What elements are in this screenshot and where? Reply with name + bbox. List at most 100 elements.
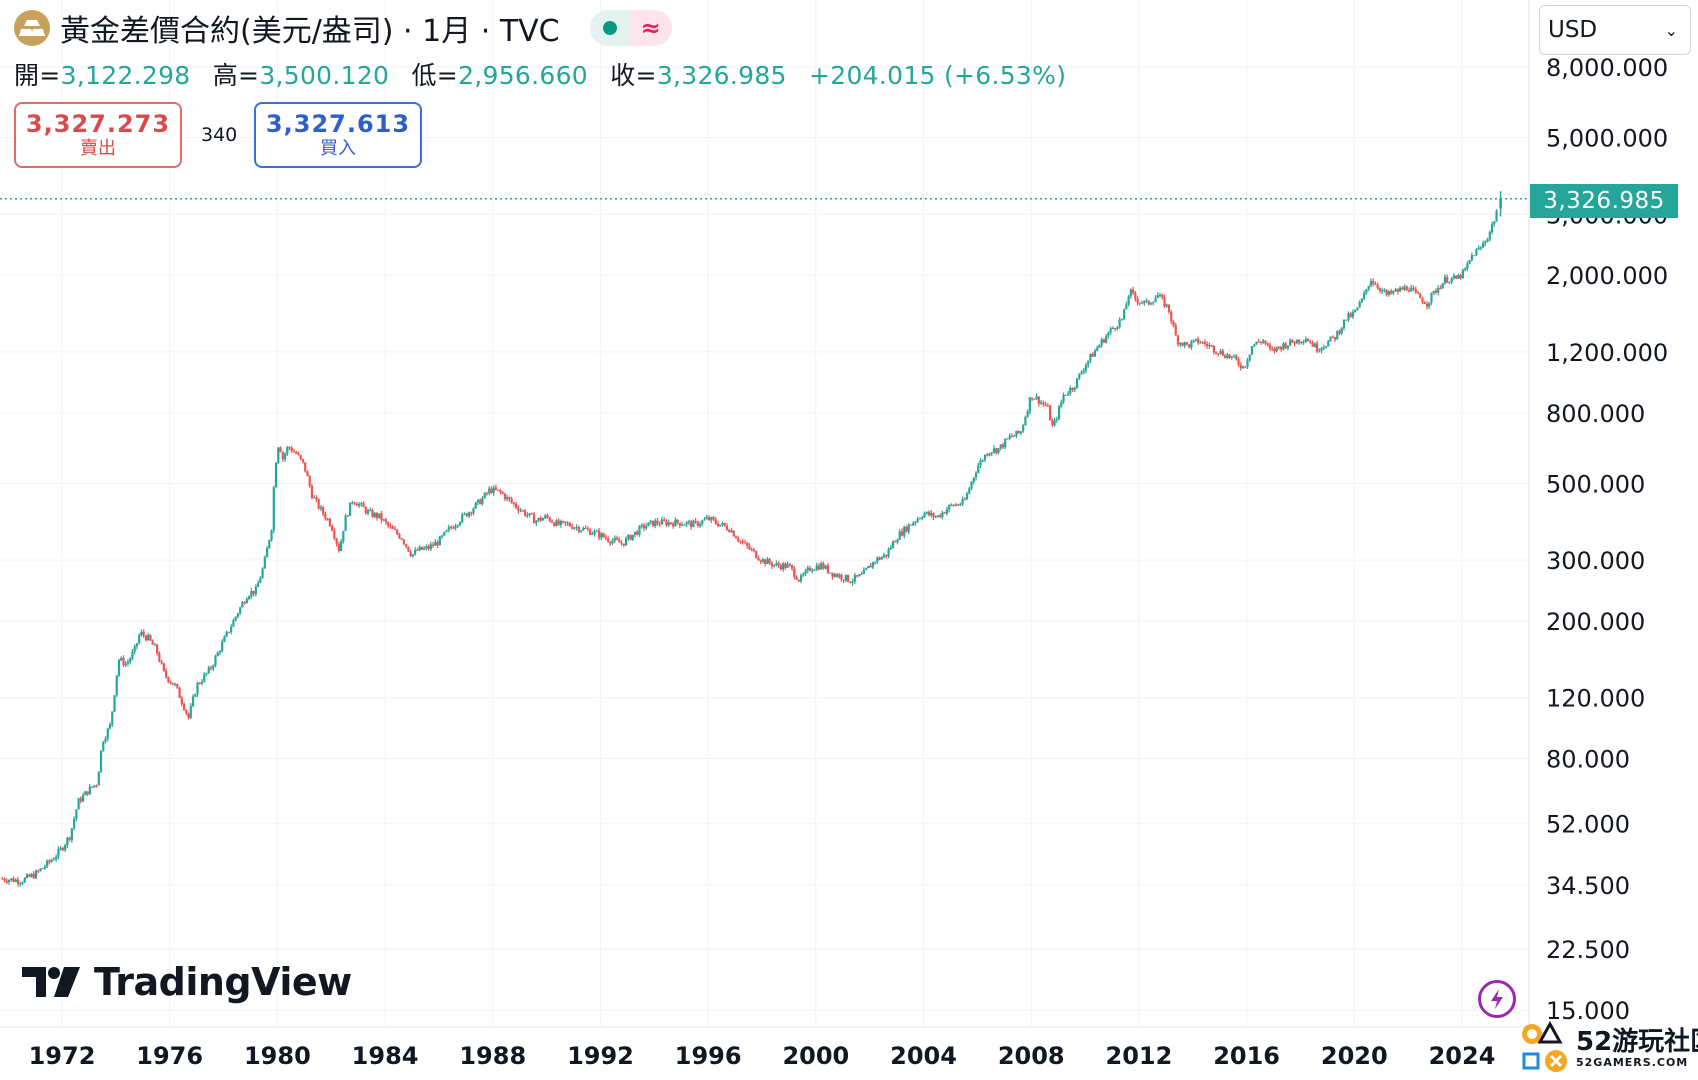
candle-body: [50, 859, 53, 862]
candle-body: [1284, 343, 1287, 349]
price-axis[interactable]: 8,000.0005,000.0003,000.0002,000.0001,20…: [1546, 54, 1668, 1025]
candle-body: [737, 538, 740, 542]
candle-body: [815, 565, 818, 570]
sell-price: 3,327.273: [25, 110, 171, 138]
candle-body: [1087, 360, 1090, 365]
candle-body: [927, 511, 931, 516]
candle-body: [746, 542, 749, 546]
candle-body: [1365, 289, 1368, 293]
x-tick-label: 1988: [459, 1042, 526, 1070]
candle-body: [1019, 431, 1023, 434]
candle-body: [142, 631, 145, 636]
gold-bars-icon[interactable]: [14, 10, 50, 46]
candle-body: [375, 512, 379, 518]
y-tick-label: 200.000: [1546, 608, 1645, 636]
candle-body: [499, 489, 502, 492]
candle-body: [1165, 304, 1168, 307]
candle-body: [842, 579, 845, 581]
candle-body: [474, 502, 477, 509]
candle-body: [1387, 291, 1390, 295]
candle-body: [281, 452, 284, 460]
candle-body: [773, 564, 776, 567]
candle-body: [440, 535, 444, 537]
candle-body: [310, 486, 314, 498]
candle-body: [1448, 281, 1451, 283]
chart-header: 黃金差價合約(美元/盎司) · 1月 · TVC ≈: [14, 8, 672, 49]
candle-body: [979, 460, 982, 466]
candle-body: [1248, 354, 1251, 361]
candle-body: [1306, 339, 1310, 342]
candle-body: [333, 530, 336, 539]
market-status[interactable]: ≈: [589, 10, 672, 46]
candle-body: [1064, 394, 1067, 396]
sell-button[interactable]: 3,327.273 賣出: [14, 102, 182, 168]
candle-body: [97, 771, 100, 786]
y-tick-label: 2,000.000: [1546, 262, 1668, 290]
candle-body: [25, 874, 29, 878]
candle-body: [1140, 302, 1144, 304]
candle-body: [1322, 347, 1325, 349]
candle-body: [1329, 336, 1332, 342]
candle-body: [355, 503, 358, 506]
y-tick-label: 34.500: [1546, 872, 1630, 900]
candle-body: [869, 565, 872, 568]
candle-body: [777, 563, 780, 566]
candle-body: [510, 499, 513, 503]
price-series: [1, 191, 1502, 887]
candle-body: [997, 448, 1000, 453]
candle-body: [407, 546, 410, 552]
candle-body: [102, 742, 105, 751]
candle-body: [562, 520, 565, 522]
candle-body: [1075, 378, 1079, 389]
candle-body: [279, 447, 282, 453]
watermark-title: 52游玩社区: [1576, 1026, 1698, 1057]
candle-body: [113, 695, 116, 712]
candle-body: [274, 463, 278, 488]
candle-body: [1414, 289, 1417, 293]
candle-body: [1401, 287, 1404, 290]
candle-body: [1181, 342, 1184, 346]
candle-body: [1179, 342, 1182, 345]
candle-body: [1163, 297, 1166, 307]
candle-body: [32, 874, 35, 879]
candle-body: [660, 519, 664, 525]
candle-body: [1257, 341, 1260, 343]
candle-body: [1208, 345, 1211, 347]
candle-body: [243, 602, 246, 604]
candle-body: [950, 504, 953, 506]
candle-body: [286, 447, 289, 454]
candle-body: [645, 526, 648, 529]
candle-body: [1271, 348, 1274, 350]
candle-body: [1416, 292, 1420, 294]
y-tick-label: 800.000: [1546, 400, 1645, 428]
candle-body: [941, 512, 944, 517]
candle-body: [135, 643, 139, 647]
candle-body: [1127, 296, 1130, 305]
candle-body: [1015, 430, 1018, 436]
tradingview-logo[interactable]: TradingView: [22, 960, 352, 1004]
candle-body: [1376, 284, 1379, 289]
candle-body: [905, 526, 908, 532]
candle-body: [348, 502, 352, 517]
candle-body: [1073, 388, 1076, 390]
candle-body: [813, 569, 816, 571]
y-tick-label: 1,200.000: [1546, 339, 1668, 367]
candle-body: [1098, 344, 1101, 348]
symbol-title[interactable]: 黃金差價合約(美元/盎司) · 1月 · TVC: [60, 14, 560, 49]
candle-body: [86, 791, 89, 795]
candle-body: [39, 868, 42, 871]
currency-select[interactable]: USD ⌄: [1539, 5, 1691, 55]
candle-body: [1156, 295, 1159, 298]
candle-body: [544, 515, 547, 519]
buy-button[interactable]: 3,327.613 買入: [254, 102, 422, 168]
candle-body: [580, 530, 583, 532]
candle-body: [463, 513, 466, 515]
candle-body: [665, 520, 668, 526]
candle-body: [1313, 343, 1316, 347]
time-axis[interactable]: 1972 1976 1980 1984 1988 1992 1996 2000 2004 2008…: [29, 1042, 1496, 1070]
lightning-icon[interactable]: [1478, 980, 1516, 1018]
candle-body: [856, 575, 859, 577]
candle-body: [357, 504, 361, 506]
candle-body: [77, 798, 80, 810]
